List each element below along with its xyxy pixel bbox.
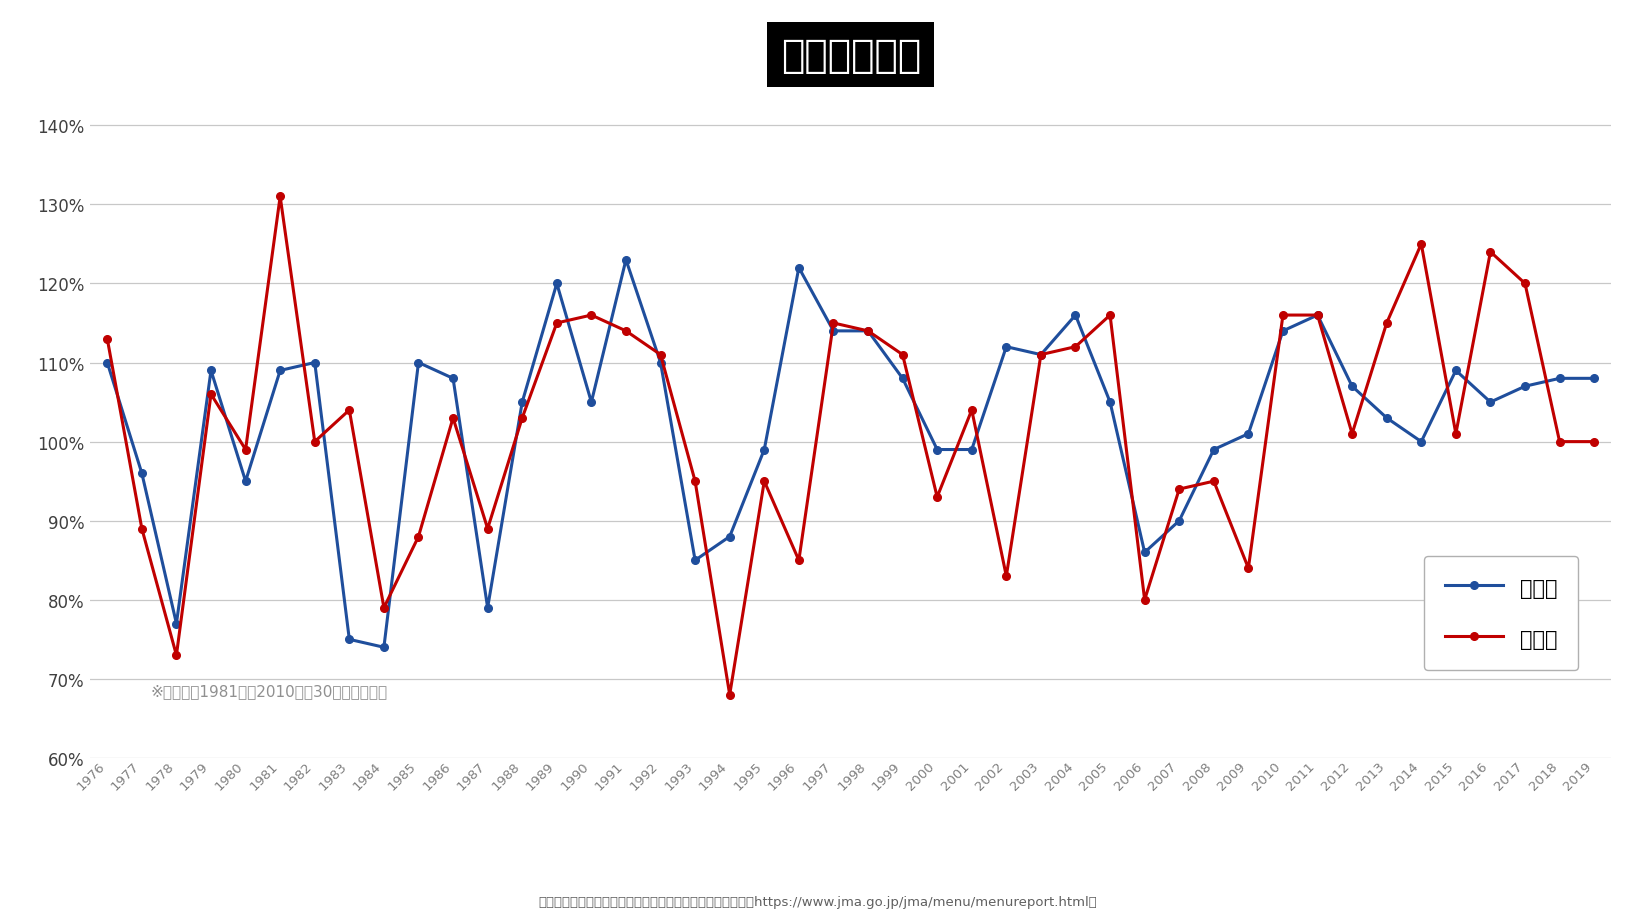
西日本	[581, 311, 600, 322]
東日本	[720, 531, 739, 542]
西日本	[1273, 311, 1292, 322]
Text: 降水量平年比: 降水量平年比	[780, 37, 921, 74]
Text: （出典：気象庁「各種データ・資料」よりスペクティ作成　https://www.jma.go.jp/jma/menu/menureport.html）: （出典：気象庁「各種データ・資料」よりスペクティ作成 https://www.j…	[538, 895, 1098, 908]
西日本	[270, 192, 290, 203]
西日本	[1170, 484, 1189, 495]
東日本	[236, 476, 255, 487]
西日本	[512, 413, 532, 424]
東日本	[893, 373, 913, 384]
東日本	[1515, 381, 1535, 392]
西日本	[996, 571, 1016, 582]
東日本	[201, 366, 221, 377]
西日本	[98, 334, 118, 345]
東日本	[167, 618, 187, 630]
東日本	[789, 263, 808, 274]
東日本	[1342, 381, 1361, 392]
西日本	[720, 689, 739, 700]
東日本	[823, 326, 843, 337]
東日本	[304, 357, 324, 369]
東日本	[685, 555, 705, 566]
西日本	[236, 445, 255, 456]
東日本	[270, 366, 290, 377]
西日本	[928, 492, 947, 503]
東日本	[1273, 326, 1292, 337]
東日本	[1065, 311, 1085, 322]
東日本	[443, 373, 463, 384]
東日本	[340, 634, 360, 645]
東日本	[1307, 311, 1327, 322]
東日本	[859, 326, 879, 337]
東日本	[928, 445, 947, 456]
東日本	[1378, 413, 1397, 424]
東日本	[98, 357, 118, 369]
東日本	[409, 357, 429, 369]
東日本	[1446, 366, 1466, 377]
東日本	[651, 357, 671, 369]
東日本	[478, 603, 497, 614]
西日本	[1378, 318, 1397, 329]
東日本	[617, 255, 636, 266]
西日本	[1101, 311, 1121, 322]
西日本	[167, 650, 187, 661]
東日本	[1481, 397, 1500, 408]
東日本	[1101, 397, 1121, 408]
東日本	[1135, 547, 1155, 558]
西日本	[443, 413, 463, 424]
Legend: 東日本, 西日本: 東日本, 西日本	[1423, 556, 1579, 670]
東日本	[1204, 445, 1224, 456]
西日本	[789, 555, 808, 566]
東日本	[133, 468, 152, 479]
西日本	[1342, 428, 1361, 439]
西日本	[546, 318, 566, 329]
西日本	[1515, 278, 1535, 289]
西日本	[1135, 595, 1155, 606]
西日本	[754, 476, 774, 487]
西日本	[685, 476, 705, 487]
西日本	[304, 437, 324, 448]
西日本	[201, 390, 221, 401]
東日本	[546, 278, 566, 289]
西日本	[1307, 311, 1327, 322]
東日本	[512, 397, 532, 408]
東日本	[962, 445, 982, 456]
東日本	[581, 397, 600, 408]
東日本	[1412, 437, 1432, 448]
東日本	[1031, 350, 1050, 361]
西日本	[823, 318, 843, 329]
西日本	[1481, 247, 1500, 258]
東日本	[1238, 428, 1258, 439]
西日本	[133, 524, 152, 535]
西日本	[962, 405, 982, 416]
東日本	[375, 642, 394, 653]
西日本	[1412, 239, 1432, 250]
西日本	[1584, 437, 1603, 448]
西日本	[478, 524, 497, 535]
西日本	[1204, 476, 1224, 487]
西日本	[1031, 350, 1050, 361]
西日本	[651, 350, 671, 361]
東日本	[1170, 516, 1189, 527]
西日本	[340, 405, 360, 416]
西日本	[375, 603, 394, 614]
Line: 西日本: 西日本	[103, 193, 1598, 698]
西日本	[617, 326, 636, 337]
西日本	[1238, 563, 1258, 574]
東日本	[996, 342, 1016, 353]
東日本	[1549, 373, 1569, 384]
東日本	[754, 445, 774, 456]
西日本	[893, 350, 913, 361]
西日本	[1446, 428, 1466, 439]
西日本	[409, 531, 429, 542]
西日本	[859, 326, 879, 337]
Line: 東日本: 東日本	[103, 256, 1598, 652]
西日本	[1549, 437, 1569, 448]
西日本	[1065, 342, 1085, 353]
Text: ※平年値は1981年～2010年の30年間の平均値: ※平年値は1981年～2010年の30年間の平均値	[151, 684, 388, 698]
東日本	[1584, 373, 1603, 384]
